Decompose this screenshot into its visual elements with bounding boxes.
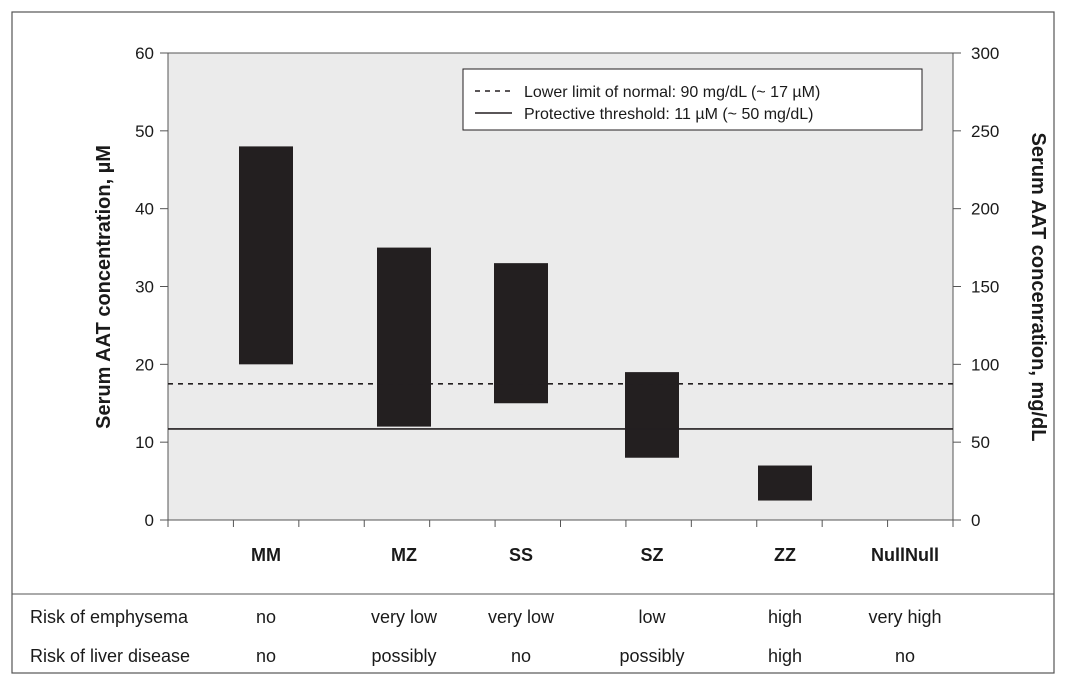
right-tick-label: 100 bbox=[971, 355, 999, 374]
category-labels: MM MZ SS SZ ZZ NullNull bbox=[251, 545, 939, 565]
risk-cell: high bbox=[768, 646, 802, 666]
left-axis-title: Serum AAT concentration, µM bbox=[93, 145, 115, 429]
risk-cell: possibly bbox=[619, 646, 684, 666]
risk-cell: very low bbox=[488, 607, 555, 627]
risk-row-label: Risk of emphysema bbox=[30, 607, 189, 627]
range-bar-zz bbox=[758, 465, 812, 501]
category-label: SZ bbox=[640, 545, 663, 565]
category-label: MZ bbox=[391, 545, 417, 565]
right-axis-title: Serum AAT concenration, mg/dL bbox=[1027, 133, 1049, 442]
legend-box bbox=[462, 68, 923, 131]
risk-cell: no bbox=[511, 646, 531, 666]
category-label: NullNull bbox=[871, 545, 939, 565]
left-tick-label: 50 bbox=[135, 122, 154, 141]
category-label: MM bbox=[251, 545, 281, 565]
range-bars bbox=[239, 146, 812, 501]
risk-cell: possibly bbox=[371, 646, 436, 666]
range-bar-mm bbox=[239, 146, 293, 365]
right-tick-label: 250 bbox=[971, 122, 999, 141]
category-label: ZZ bbox=[774, 545, 796, 565]
risk-cell: very high bbox=[868, 607, 941, 627]
left-tick-label: 20 bbox=[135, 355, 154, 374]
left-tick-label: 30 bbox=[135, 278, 154, 297]
left-tick-label: 60 bbox=[135, 44, 154, 63]
range-bar-sz bbox=[625, 372, 679, 458]
right-axis-ticks: 0 50 100 150 200 250 300 bbox=[953, 44, 999, 530]
right-tick-label: 200 bbox=[971, 200, 999, 219]
legend: Lower limit of normal: 90 mg/dL (~ 17 µM… bbox=[462, 68, 923, 131]
left-tick-label: 10 bbox=[135, 433, 154, 452]
legend-entry-lower-limit: Lower limit of normal: 90 mg/dL (~ 17 µM… bbox=[524, 84, 820, 101]
x-axis-ticks bbox=[167, 520, 954, 527]
risk-cell: low bbox=[638, 607, 666, 627]
range-bar-mz bbox=[377, 247, 431, 427]
risk-cell: no bbox=[256, 646, 276, 666]
right-tick-label: 50 bbox=[971, 433, 990, 452]
range-bar-ss bbox=[494, 263, 548, 404]
category-label: SS bbox=[509, 545, 533, 565]
risk-cell: very low bbox=[371, 607, 438, 627]
left-tick-label: 0 bbox=[145, 511, 154, 530]
right-tick-label: 0 bbox=[971, 511, 980, 530]
left-tick-label: 40 bbox=[135, 200, 154, 219]
risk-row-label: Risk of liver disease bbox=[30, 646, 190, 666]
legend-entry-protective-threshold: Protective threshold: 11 µM (~ 50 mg/dL) bbox=[524, 106, 814, 123]
right-tick-label: 300 bbox=[971, 44, 999, 63]
right-tick-label: 150 bbox=[971, 278, 999, 297]
risk-cell: high bbox=[768, 607, 802, 627]
left-axis-ticks: 0 10 20 30 40 50 60 bbox=[135, 44, 168, 530]
risk-cell: no bbox=[895, 646, 915, 666]
risk-cell: no bbox=[256, 607, 276, 627]
reference-lines bbox=[168, 382, 953, 430]
risk-table: Risk of emphysema no very low very low low hi… bbox=[30, 607, 942, 666]
plot-area bbox=[167, 52, 954, 521]
